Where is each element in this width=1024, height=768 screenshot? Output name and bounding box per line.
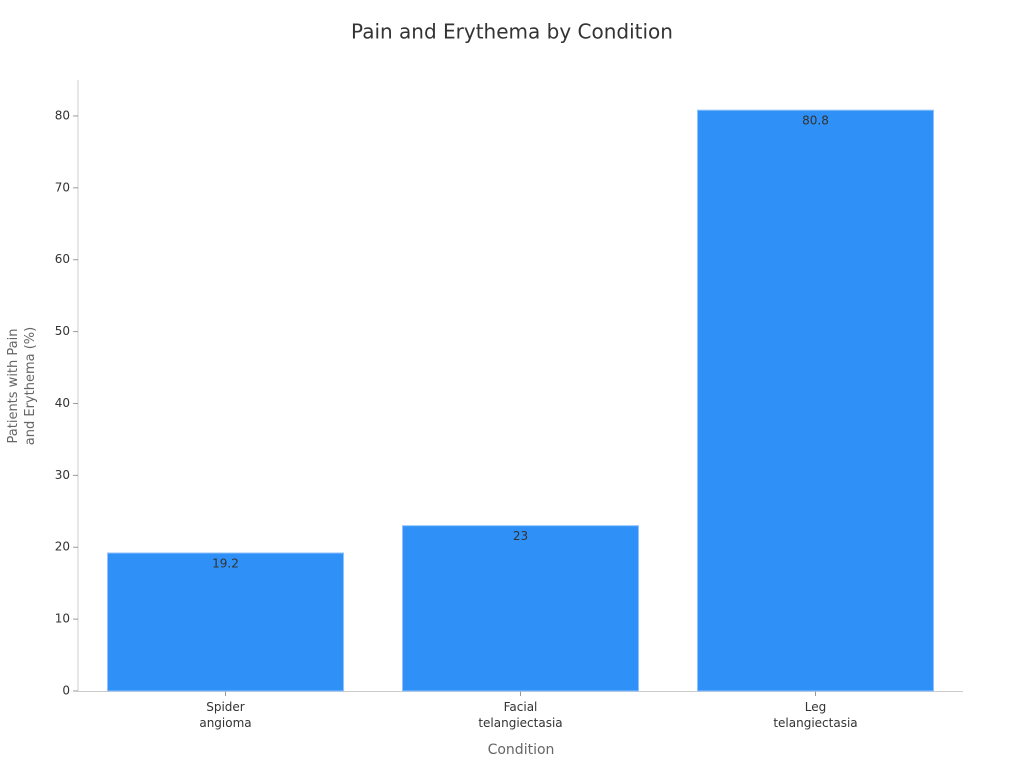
bar	[697, 109, 934, 692]
value-label: 80.8	[802, 114, 829, 128]
value-label: 19.2	[212, 556, 239, 570]
value-label: 23	[513, 529, 528, 543]
y-axis-label: Patients with Pain and Erythema (%)	[6, 326, 38, 446]
y-tick-label: 60	[55, 252, 70, 266]
y-tick-label: 70	[55, 180, 70, 194]
y-tick-label: 20	[55, 540, 70, 554]
bar	[402, 525, 639, 692]
bar	[107, 552, 344, 692]
x-tick-label: Facial telangiectasia	[478, 700, 563, 730]
y-tick-label: 40	[55, 396, 70, 410]
y-tick-label: 30	[55, 468, 70, 482]
y-tick-label: 0	[62, 684, 70, 698]
x-axis-label: Condition	[488, 742, 555, 758]
y-tick-label: 50	[55, 324, 70, 338]
y-tick-label: 80	[55, 108, 70, 122]
chart-title: Pain and Erythema by Condition	[351, 20, 673, 44]
y-tick-label: 10	[55, 612, 70, 626]
x-tick-label: Spider angioma	[199, 700, 252, 730]
x-tick-label: Leg telangiectasia	[773, 700, 858, 730]
